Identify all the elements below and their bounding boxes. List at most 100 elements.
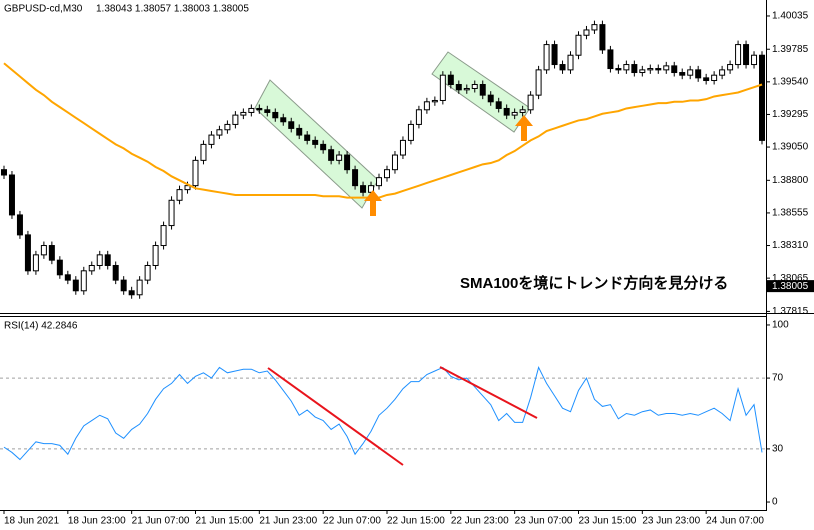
candle-body [8, 174, 15, 216]
candle-body [663, 65, 670, 71]
y-tick-label: 30 [772, 444, 784, 455]
candle-body [431, 99, 438, 103]
x-tick-label: 23 Jun 23:00 [642, 516, 700, 527]
y-tick-label: 1.39540 [772, 76, 809, 87]
annotation: SMA100を境にトレンド方向を見分ける [460, 274, 728, 292]
candle-body [328, 149, 335, 161]
y-tick-label: 1.38800 [772, 175, 809, 186]
candle-body [655, 68, 662, 71]
candle-body [312, 139, 319, 145]
candle-body [256, 107, 263, 111]
trend-line [439, 366, 538, 419]
candle-body [264, 109, 271, 113]
candle-body [415, 109, 422, 125]
candle-body [687, 69, 694, 76]
candle-body [232, 114, 239, 125]
y-tick-label: 1.39050 [772, 142, 809, 153]
candle-body [479, 84, 486, 96]
candle-body [344, 154, 351, 171]
candle-body [423, 101, 430, 111]
candle-body [471, 84, 478, 89]
candle-body [615, 68, 622, 71]
candle-body [192, 159, 199, 187]
candle-body [447, 74, 454, 86]
candle-body [711, 74, 718, 82]
candle-body [631, 64, 638, 74]
candle-body [40, 245, 47, 256]
candle-body [527, 94, 534, 111]
candle-body [144, 264, 151, 281]
candle-body [48, 245, 55, 261]
arrow [364, 190, 382, 216]
candle-body [136, 279, 143, 296]
y-tick-label: 1.37815 [772, 306, 809, 317]
candle-body [272, 111, 279, 119]
x-tick-label: 23 Jun 07:00 [515, 516, 573, 527]
candle-body [104, 254, 111, 266]
symbol-title: GBPUSD-cd,M30 [4, 4, 83, 15]
y-tick-label: 0 [772, 497, 778, 508]
candle-body [639, 69, 646, 74]
y-tick-label: 1.38555 [772, 208, 809, 219]
last-price-box [767, 280, 814, 293]
candle-body [80, 270, 87, 292]
sma-line [3, 62, 763, 199]
candle-body [583, 29, 590, 36]
plot-area: 1.40035 1.39785 1.39540 1.39295 1.39050 1.388… [0, 11, 809, 527]
candle-body [248, 107, 255, 113]
x-tick-label: 21 Jun 15:00 [195, 516, 253, 527]
candle-body [176, 189, 183, 201]
candle-body [703, 77, 710, 82]
candle-body [336, 154, 343, 161]
candle-body [376, 177, 383, 187]
candle-body [519, 109, 526, 113]
candle-body [200, 143, 207, 161]
y-tick-label: 1.38065 [772, 273, 809, 284]
x-tick-label: 21 Jun 23:00 [259, 516, 317, 527]
candle-body [495, 101, 502, 109]
candle-body [56, 259, 63, 276]
candle-body [120, 279, 127, 292]
x-tick-label: 22 Jun 23:00 [451, 516, 509, 527]
candle-body [399, 139, 406, 156]
candle-body [647, 68, 654, 71]
candle-body [575, 34, 582, 56]
x-tick-label: 23 Jun 15:00 [578, 516, 636, 527]
candle-body [759, 54, 766, 141]
candle-body [64, 274, 71, 281]
y-tick-label: 1.39785 [772, 44, 809, 55]
y-tick-label: 1.39295 [772, 109, 809, 120]
x-tick-label: 22 Jun 07:00 [323, 516, 381, 527]
candle-body [543, 44, 550, 71]
candle-body [567, 54, 574, 71]
candle-body [88, 264, 95, 272]
trend-line [267, 367, 404, 466]
y-tick-label: 100 [772, 320, 789, 331]
candle-body [719, 69, 726, 76]
candle-body [240, 111, 247, 116]
indicator-title: RSI(14) 42.2846 [4, 321, 78, 332]
candle-body [463, 87, 470, 91]
x-tick-label: 21 Jun 07:00 [132, 516, 190, 527]
candle-body [383, 169, 390, 179]
candle-body [360, 185, 367, 193]
candle-body [535, 69, 542, 96]
candle-body [487, 94, 494, 103]
candle-body [152, 245, 159, 266]
candle-body [352, 169, 359, 187]
candle-body [439, 74, 446, 101]
candle-body [184, 185, 191, 191]
candle-body [368, 185, 375, 193]
candle-body [551, 44, 558, 66]
candle-body [591, 24, 598, 31]
candle-body [24, 234, 31, 272]
candle-body [112, 264, 119, 281]
candle-body [72, 279, 79, 292]
y-tick-label: 70 [772, 373, 784, 384]
candle-body [743, 44, 750, 66]
candle-body [280, 117, 287, 123]
candle-body [623, 64, 630, 71]
x-tick-label: 18 Jun 2021 [4, 516, 59, 527]
